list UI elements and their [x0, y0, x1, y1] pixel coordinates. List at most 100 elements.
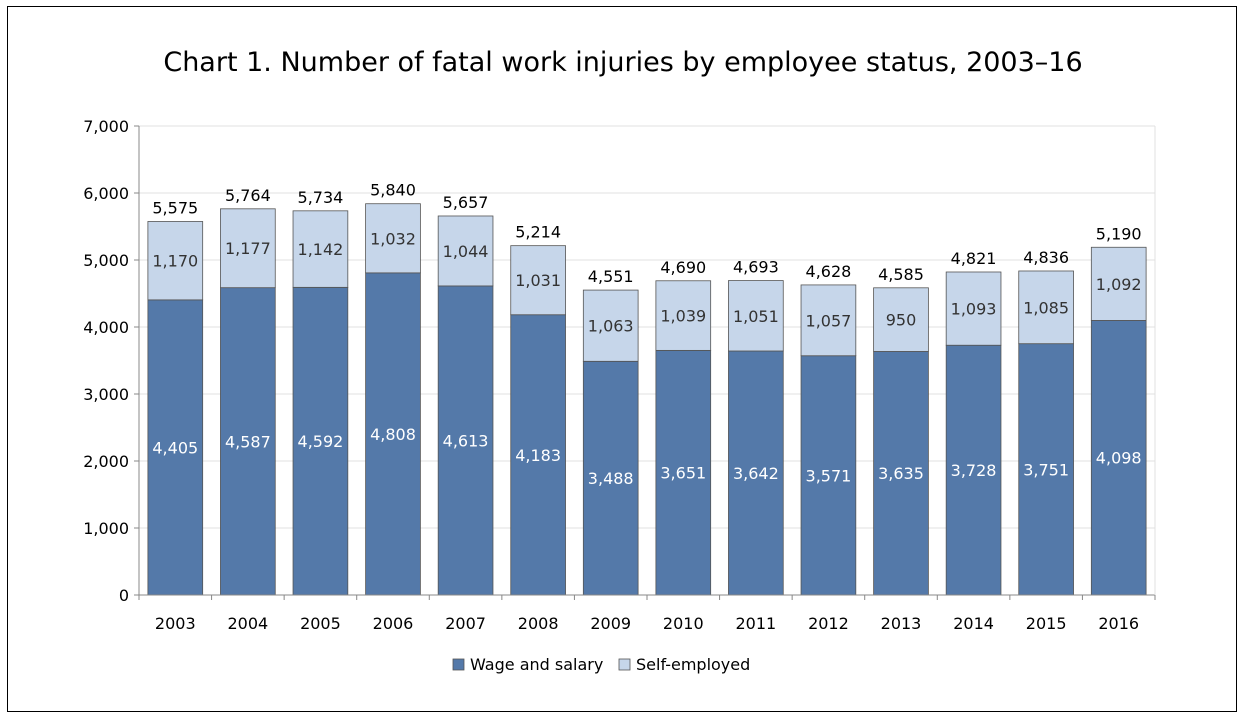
total-label: 4,585 [878, 265, 924, 284]
data-label: 4,183 [515, 446, 561, 465]
data-label: 3,651 [660, 464, 706, 483]
data-label: 1,032 [370, 229, 416, 248]
y-tick-label: 2,000 [83, 452, 129, 471]
data-label: 4,808 [370, 425, 416, 444]
data-label: 3,728 [951, 461, 997, 480]
bar-wage-and-salary [945, 344, 1002, 596]
legend: Wage and salary Self-employed [452, 655, 750, 674]
total-label: 4,693 [733, 258, 779, 277]
x-tick-label: 2007 [445, 614, 486, 633]
total-label: 5,190 [1096, 224, 1142, 243]
data-label: 1,177 [225, 239, 271, 258]
total-label: 5,840 [370, 181, 416, 200]
total-label: 4,821 [951, 249, 997, 268]
bar-self-employed [800, 284, 857, 357]
legend-item-self-employed-swatch [618, 658, 631, 671]
data-label: 1,063 [588, 317, 634, 336]
bar-self-employed [655, 280, 712, 351]
bar-self-employed [582, 289, 639, 362]
bar-self-employed [510, 245, 566, 316]
bar-wage-and-salary [365, 272, 421, 596]
data-label: 3,635 [878, 464, 924, 483]
data-label: 4,405 [152, 438, 198, 457]
x-tick-label: 2004 [227, 614, 268, 633]
data-label: 1,039 [660, 307, 706, 326]
data-label: 1,031 [515, 271, 561, 290]
total-label: 4,628 [806, 262, 852, 281]
x-tick-label: 2008 [518, 614, 559, 633]
data-label: 4,098 [1096, 449, 1142, 468]
bar-self-employed [728, 280, 784, 352]
data-label: 4,587 [225, 432, 271, 451]
bar-self-employed [292, 210, 349, 288]
total-label: 5,764 [225, 186, 271, 205]
bar-self-employed [945, 271, 1002, 346]
bar-wage-and-salary [873, 351, 929, 596]
total-label: 5,657 [443, 193, 489, 212]
chart-svg: Chart 1. Number of fatal work injuries b… [83, 47, 1156, 674]
total-label: 5,734 [298, 188, 344, 207]
data-label: 1,057 [806, 311, 852, 330]
total-label: 4,836 [1023, 248, 1069, 267]
bar-wage-and-salary [437, 285, 494, 596]
bar-wage-and-salary [582, 360, 639, 596]
x-tick-label: 2012 [808, 614, 849, 633]
bars [147, 203, 1147, 596]
legend-item-wage-and-salary-swatch [452, 658, 465, 671]
data-label: 1,142 [298, 240, 344, 259]
x-tick-label: 2009 [590, 614, 631, 633]
bar-self-employed [220, 208, 276, 289]
chart-frame: Chart 1. Number of fatal work injuries b… [7, 6, 1237, 712]
bar-wage-and-salary [800, 355, 857, 596]
x-tick-label: 2016 [1098, 614, 1139, 633]
y-tick-label: 5,000 [83, 251, 129, 270]
bar-wage-and-salary [1018, 343, 1074, 596]
total-label: 5,575 [152, 198, 198, 217]
x-tick-label: 2014 [953, 614, 994, 633]
data-label: 3,571 [806, 466, 852, 485]
axes: 2003 2004 2005 2006 2007 2008 2009 2010 2011 2012… [83, 117, 1156, 633]
legend-item-wage-and-salary-label: Wage and salary [470, 655, 603, 674]
bar-self-employed [147, 221, 204, 301]
y-tick-label: 1,000 [83, 519, 129, 538]
total-label: 4,551 [588, 267, 634, 286]
bar-self-employed [437, 215, 494, 287]
data-label: 3,642 [733, 464, 779, 483]
bar-wage-and-salary [655, 349, 712, 596]
x-tick-label: 2005 [300, 614, 341, 633]
data-labels: 4,405 1,170 5,575 4,587 1,177 5,764 4,592 1,142… [152, 181, 1141, 488]
total-label: 4,690 [660, 258, 706, 277]
y-tick-label: 0 [119, 586, 129, 605]
legend-item-self-employed-label: Self-employed [636, 655, 750, 674]
bar-wage-and-salary [220, 287, 276, 596]
data-label: 1,085 [1023, 298, 1069, 317]
x-tick-label: 2010 [663, 614, 704, 633]
chart-title: Chart 1. Number of fatal work injuries b… [163, 47, 1082, 78]
data-label: 3,488 [588, 469, 634, 488]
y-tick-label: 3,000 [83, 385, 129, 404]
bar-wage-and-salary [510, 314, 566, 596]
x-tick-label: 2011 [735, 614, 776, 633]
x-tick-label: 2003 [155, 614, 196, 633]
x-tick-label: 2006 [373, 614, 414, 633]
y-tick-label: 4,000 [83, 318, 129, 337]
bar-self-employed [1090, 246, 1147, 321]
data-label: 1,051 [733, 307, 779, 326]
bar-self-employed [1018, 270, 1074, 345]
data-label: 4,613 [443, 431, 489, 450]
y-tick-label: 7,000 [83, 117, 129, 136]
bar-self-employed [873, 287, 929, 352]
data-label: 1,093 [951, 300, 997, 319]
total-label: 5,214 [515, 223, 561, 242]
data-label: 1,092 [1096, 275, 1142, 294]
bar-wage-and-salary [292, 286, 349, 596]
bar-wage-and-salary [728, 350, 784, 596]
y-tick-label: 6,000 [83, 184, 129, 203]
data-label: 950 [886, 311, 917, 330]
data-label: 1,170 [152, 252, 198, 271]
data-label: 1,044 [443, 242, 489, 261]
gridlines [139, 125, 1155, 529]
x-tick-label: 2015 [1026, 614, 1067, 633]
x-tick-label: 2013 [881, 614, 922, 633]
data-label: 4,592 [298, 432, 344, 451]
